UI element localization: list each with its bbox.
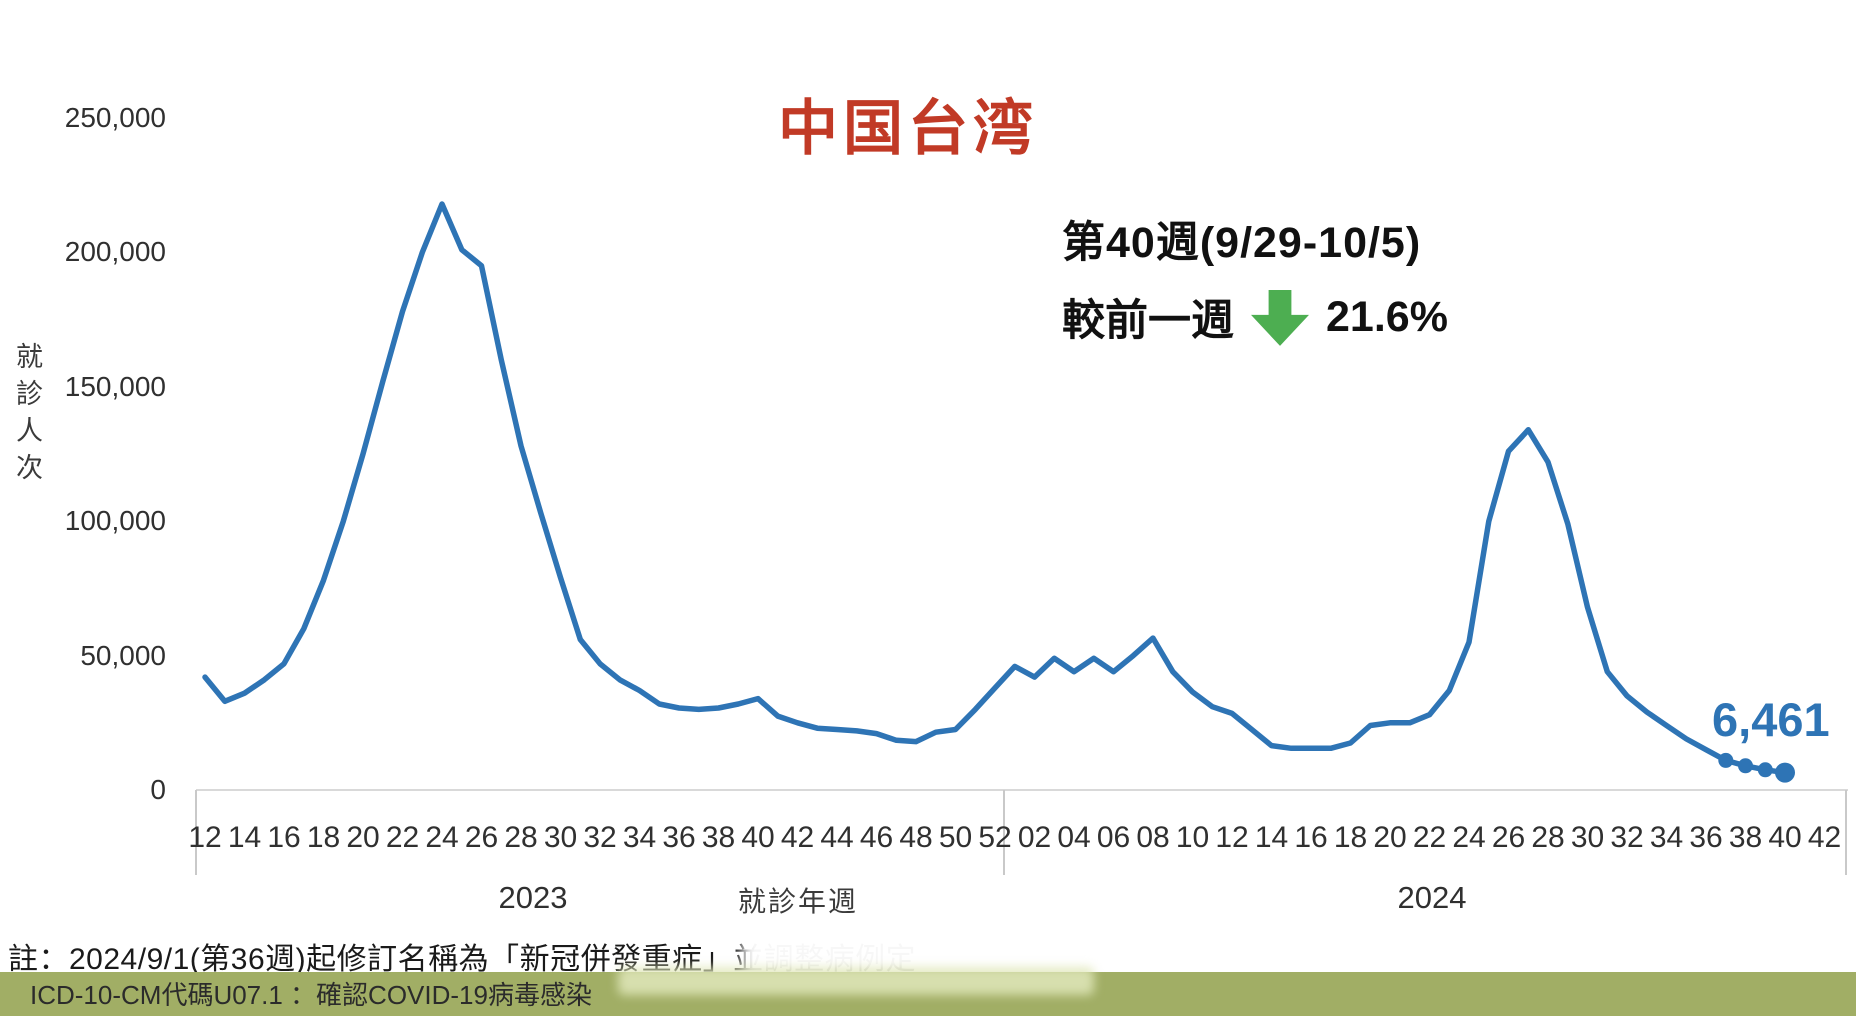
- y-tick-label: 250,000: [64, 102, 166, 133]
- end-point-marker: [1757, 762, 1773, 778]
- x-tick-label: 18: [306, 821, 341, 854]
- x-tick-label: 46: [859, 821, 894, 854]
- x-axis-title: 就診年週: [737, 886, 858, 917]
- x-tick-label: 16: [1294, 821, 1328, 854]
- x-tick-label: 36: [662, 821, 696, 854]
- end-point-marker: [1718, 752, 1734, 768]
- x-tick-label: 26: [1491, 821, 1526, 854]
- x-tick-label: 02: [1017, 821, 1052, 854]
- x-tick-label: 42: [780, 821, 815, 854]
- x-tick-label: 24: [1452, 821, 1486, 854]
- x-tick-label: 42: [1807, 821, 1842, 854]
- x-tick-label: 08: [1136, 821, 1170, 854]
- x-tick-label: 26: [464, 821, 499, 854]
- x-tick-label: 20: [346, 821, 380, 854]
- y-tick-label: 200,000: [64, 236, 166, 268]
- x-tick-label: 24: [425, 821, 459, 854]
- annotation-week-heading: 第40週(9/29-10/5): [1062, 219, 1422, 267]
- x-tick-label: 04: [1057, 821, 1091, 854]
- last-point-label: 6,461: [1712, 693, 1830, 746]
- x-tick-label: 34: [622, 821, 657, 854]
- x-tick-label: 32: [583, 821, 617, 854]
- end-point-marker: [1738, 758, 1753, 774]
- year-label-2024: 2024: [1397, 880, 1467, 915]
- x-tick-label: 12: [1215, 821, 1249, 854]
- bottom-bar-text: ICD-10-CM代碼U07.1 ：確認COVID-19病毒感染: [30, 980, 592, 1010]
- annotation-change-row: 較前一週 21.6%: [1062, 286, 1448, 348]
- x-tick-label: 30: [543, 821, 578, 854]
- x-tick-label: 50: [938, 821, 973, 854]
- y-tick-label: 0: [150, 774, 166, 805]
- redaction-blur-bar: [618, 967, 1094, 995]
- x-tick-label: 22: [385, 821, 420, 854]
- x-tick-label: 36: [1689, 821, 1723, 854]
- annotation-change-prefix: 較前一週: [1062, 297, 1234, 345]
- annotation-change-value: 21.6%: [1326, 292, 1448, 341]
- x-tick-label: 34: [1649, 821, 1684, 854]
- year-label-2023: 2023: [498, 880, 568, 915]
- x-tick-label: 06: [1096, 821, 1131, 854]
- x-tick-label: 52: [978, 821, 1012, 854]
- x-tick-label: 40: [741, 821, 775, 854]
- x-tick-label: 32: [1610, 821, 1644, 854]
- x-tick-label: 30: [1570, 821, 1605, 854]
- endpoint-markers: [1718, 752, 1795, 783]
- x-tick-label: 10: [1175, 821, 1210, 854]
- y-tick-label: 100,000: [64, 505, 166, 537]
- x-tick-label: 20: [1373, 821, 1407, 854]
- x-tick-label: 18: [1333, 821, 1368, 854]
- chart-title: 中国台湾: [778, 95, 1038, 162]
- x-tick-label: 22: [1412, 821, 1447, 854]
- x-tick-label: 12: [188, 821, 222, 854]
- y-axis-title: 就診人次: [12, 342, 42, 490]
- x-tick-label: 28: [504, 821, 538, 854]
- x-tick-label: 16: [267, 821, 301, 854]
- x-tick-label: 28: [1531, 821, 1565, 854]
- x-tick-label: 48: [899, 821, 933, 854]
- x-tick-label: 44: [820, 821, 854, 854]
- x-tick-label: 14: [227, 821, 262, 854]
- x-tick-label: 38: [1728, 821, 1763, 854]
- down-arrow-icon: [1251, 290, 1309, 348]
- x-tick-label: 14: [1254, 821, 1289, 854]
- end-point-marker: [1775, 762, 1795, 783]
- covid-visits-line: [202, 201, 1788, 776]
- y-tick-label: 150,000: [64, 370, 166, 402]
- x-tick-label: 38: [701, 821, 736, 854]
- y-tick-label: 50,000: [80, 639, 166, 671]
- x-tick-label: 40: [1768, 821, 1802, 854]
